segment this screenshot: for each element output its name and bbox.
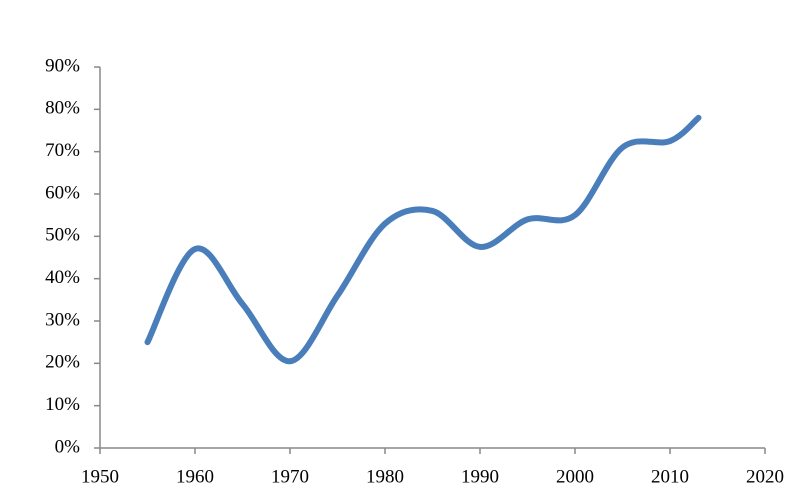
x-tick-label: 1950 xyxy=(81,466,119,487)
x-tick-label: 1970 xyxy=(271,466,309,487)
data-line xyxy=(144,114,702,365)
y-tick-label: 20% xyxy=(45,352,80,373)
y-tick-label: 40% xyxy=(45,267,80,288)
y-tick-label: 80% xyxy=(45,98,80,119)
y-tick-label: 10% xyxy=(45,394,80,415)
y-tick-label: 30% xyxy=(45,309,80,330)
x-tick-label: 1960 xyxy=(176,466,214,487)
x-tick-label: 1990 xyxy=(461,466,499,487)
x-tick-label: 2020 xyxy=(746,466,784,487)
x-tick-label: 2010 xyxy=(651,466,689,487)
y-tick-label: 70% xyxy=(45,140,80,161)
y-tick-label: 50% xyxy=(45,225,80,246)
x-tick-label: 1980 xyxy=(366,466,404,487)
y-tick-label: 60% xyxy=(45,182,80,203)
x-tick-label: 2000 xyxy=(556,466,594,487)
y-tick-label: 0% xyxy=(55,436,81,457)
y-tick-label: 90% xyxy=(45,55,80,76)
